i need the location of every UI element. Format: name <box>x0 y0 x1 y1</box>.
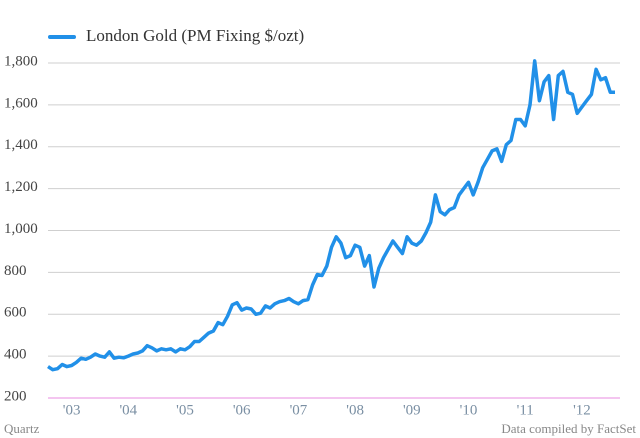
source-right: Data compiled by FactSet <box>501 421 636 436</box>
y-tick-label: 600 <box>4 305 27 321</box>
x-tick-label: '11 <box>517 402 534 418</box>
x-tick-label: '10 <box>460 402 478 418</box>
y-tick-label: 1,200 <box>4 179 38 195</box>
y-tick-label: 1,600 <box>4 95 38 111</box>
x-tick-label: '09 <box>403 402 421 418</box>
x-tick-label: '07 <box>290 402 308 418</box>
x-tick-label: '06 <box>233 402 251 418</box>
y-tick-label: 1,000 <box>4 221 38 237</box>
y-tick-label: 800 <box>4 263 27 279</box>
x-tick-label: '03 <box>63 402 81 418</box>
legend-label: London Gold (PM Fixing $/ozt) <box>86 26 304 45</box>
x-tick-label: '04 <box>119 402 137 418</box>
y-tick-label: 1,400 <box>4 137 38 153</box>
source-left: Quartz <box>4 421 40 436</box>
data-line <box>47 59 615 372</box>
y-tick-label: 1,800 <box>4 53 38 69</box>
y-tick-label: 400 <box>4 347 27 363</box>
x-tick-label: '12 <box>573 402 591 418</box>
x-tick-label: '08 <box>346 402 364 418</box>
y-tick-label: 200 <box>4 388 27 404</box>
x-tick-label: '05 <box>176 402 194 418</box>
